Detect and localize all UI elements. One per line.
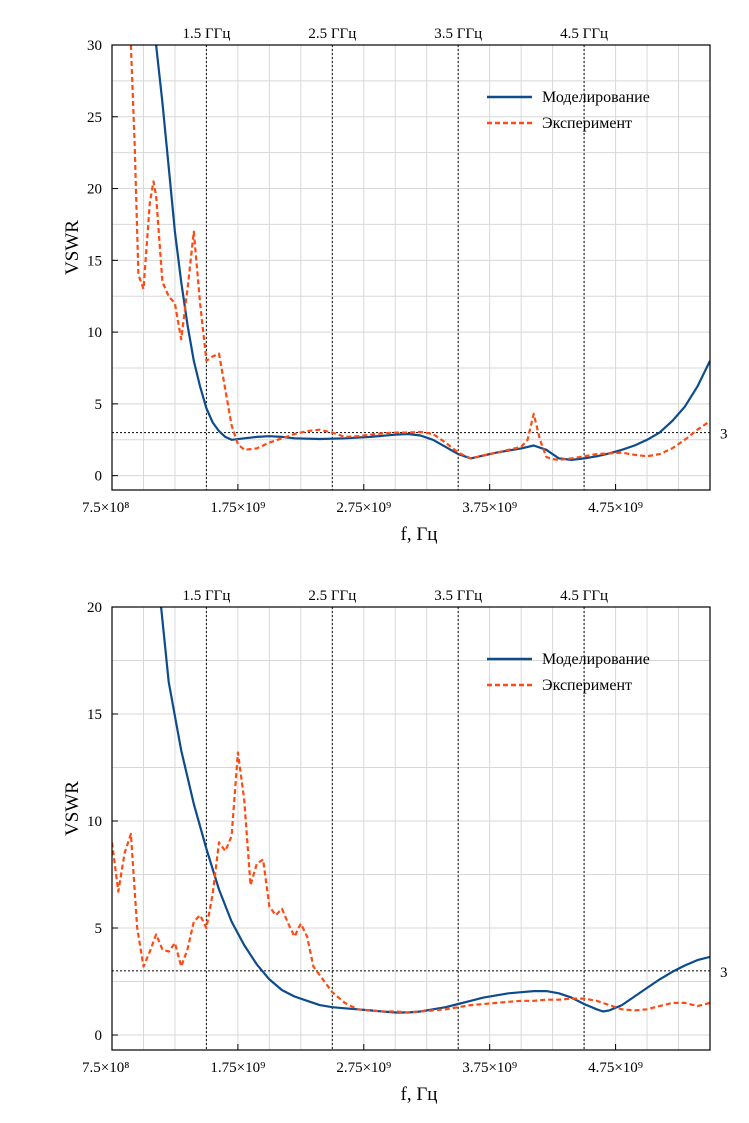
y-tick-label: 30 <box>87 38 102 54</box>
top-marker-label-3: 3.5 ГГц <box>434 26 482 42</box>
legend: Моделирование Эксперимент <box>487 651 650 694</box>
top-marker-label-4: 4.5 ГГц <box>560 588 608 604</box>
x-tick-label: 2.75×10⁹ <box>336 500 391 516</box>
y-tick-label: 5 <box>95 397 103 413</box>
x-axis-label: f, Гц <box>401 524 438 545</box>
x-tick-label: 7.5×10⁸ <box>82 1060 129 1076</box>
x-tick-label: 1.75×10⁹ <box>210 500 265 516</box>
top-marker-label-1: 1.5 ГГц <box>182 26 230 42</box>
y-axis-label: VSWR <box>62 220 83 275</box>
y-tick-label: 0 <box>95 1028 103 1044</box>
grid <box>111 44 711 490</box>
x-tick-label: 4.75×10⁹ <box>588 1060 643 1076</box>
top-marker-label-2: 2.5 ГГц <box>308 588 356 604</box>
y-tick-label: 20 <box>87 600 102 616</box>
top-marker-label-4: 4.5 ГГц <box>560 26 608 42</box>
series-group <box>129 45 710 461</box>
y-tick-label: 5 <box>95 921 103 937</box>
legend-label-2: Эксперимент <box>542 677 632 694</box>
y-tick-label: 0 <box>95 469 103 485</box>
plot-frame <box>111 606 711 1051</box>
y-axis-label: VSWR <box>62 781 83 836</box>
legend-label-2: Эксперимент <box>542 115 632 132</box>
x-tick-label: 4.75×10⁹ <box>588 500 643 516</box>
top-marker-label-2: 2.5 ГГц <box>308 26 356 42</box>
x-tick-label: 1.75×10⁹ <box>210 1060 265 1076</box>
legend-label-1: Моделирование <box>542 651 650 668</box>
plot-frame <box>111 44 711 491</box>
reference-line-label: 3 <box>720 427 728 443</box>
series-line-experiment <box>112 751 710 1014</box>
legend-label-1: Моделирование <box>542 89 650 106</box>
x-tick-label: 2.75×10⁹ <box>336 1060 391 1076</box>
y-tick-label: 15 <box>87 253 102 269</box>
series-line-experiment <box>129 45 710 461</box>
x-tick-label: 3.75×10⁹ <box>462 500 517 516</box>
top-marker-label-3: 3.5 ГГц <box>434 588 482 604</box>
y-tick-label: 15 <box>87 707 102 723</box>
top-marker-label-1: 1.5 ГГц <box>182 588 230 604</box>
y-tick-label: 25 <box>87 110 102 126</box>
x-tick-label: 3.75×10⁹ <box>462 1060 517 1076</box>
y-tick-label: 10 <box>87 325 102 341</box>
legend: Моделирование Эксперимент <box>487 89 650 132</box>
reference-line-label: 3 <box>720 965 728 981</box>
series-line-simulation <box>155 45 710 461</box>
series-group <box>112 607 710 1014</box>
chart-panel-2: 1.5 ГГц 2.5 ГГц 3.5 ГГц 4.5 ГГц 3 7.5×10⁸ 1.75… <box>62 588 728 1105</box>
y-tick-label: 10 <box>87 814 102 830</box>
chart-panel-1: 1.5 ГГц 2.5 ГГц 3.5 ГГц 4.5 ГГц 3 7.5×10⁸ 1.75… <box>62 26 728 545</box>
x-tick-label: 7.5×10⁸ <box>82 500 129 516</box>
x-axis-label: f, Гц <box>401 1084 438 1105</box>
y-tick-label: 20 <box>87 182 102 198</box>
